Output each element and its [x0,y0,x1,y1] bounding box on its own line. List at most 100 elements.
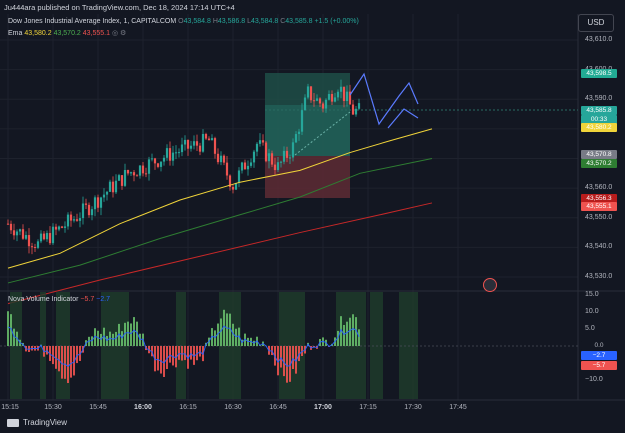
candle-body [252,151,256,163]
candle-body [261,140,265,143]
candle-body [6,223,10,225]
candle-body [63,226,67,228]
footer-brand[interactable]: TradingView [7,418,67,427]
candle-body [333,97,337,102]
ema-legend[interactable]: Ema 43,580.2 43,570.2 43,555.1 ◎ ⚙ [8,29,126,37]
volume-bar [139,333,141,346]
candle-body [228,175,232,187]
candle-body [249,162,253,166]
volume-tag: −5.7 [581,361,617,370]
close-label: C [280,18,286,25]
price-axis-label: 43,560.0 [585,184,613,192]
candle-body [12,230,16,236]
candle-body [42,233,46,240]
volume-bar [286,346,288,383]
candle-body [9,223,13,231]
currency-button[interactable]: USD [578,14,614,32]
candle-body [297,131,301,135]
price-tag: 43,570.2 [581,159,617,168]
volume-bar [214,330,216,346]
volume-bar [301,346,303,356]
ema-fast-value: 43,580.2 [24,30,52,37]
volume-bar [283,346,285,377]
candle-body [189,145,193,149]
candle-body [321,103,325,109]
volume-bar [112,333,114,346]
indicator-value-2: −2.7 [96,296,110,303]
volume-bar [58,346,60,372]
ema-mid-value: 43,570.2 [53,30,81,37]
candle-body [210,138,214,141]
candle-body [198,145,202,152]
candle-body [183,139,187,145]
indicator-legend[interactable]: Nova Volume Indicator −5.7 −2.7 [8,296,110,303]
eye-icon[interactable]: ◎ [111,30,119,37]
volume-bar [358,329,360,346]
candle-body [18,229,22,232]
candle-body [195,141,199,146]
volume-bar [355,317,357,346]
candle-body [72,219,76,221]
candle-body [279,161,283,163]
candle-body [102,194,106,198]
candle-body [222,155,226,163]
volume-bar [187,346,189,369]
candle-body [78,218,82,221]
ema-slow-line [7,202,433,305]
candle-body [258,140,262,144]
candle-body [345,91,349,102]
take-profit-zone-inner [265,105,350,156]
volume-bar [67,346,69,384]
candle-body [66,214,70,227]
candle-body [159,161,163,167]
candle-body [291,142,295,158]
us-flag-icon[interactable] [483,278,497,292]
price-tag: 43,570.8 [581,150,617,159]
candle-body [192,141,196,146]
candle-body [51,226,55,244]
volume-bar [127,321,129,346]
candle-body [348,91,352,105]
volume-bar [346,321,348,346]
candle-body [129,172,133,174]
volume-bar [103,327,105,346]
settings-icon[interactable]: ⚙ [120,30,127,37]
volume-bar [7,311,9,346]
volume-tag: −2.7 [581,351,617,360]
candle-body [285,150,289,158]
price-tag: 00:33 [581,115,617,124]
volume-bar [118,323,120,346]
volume-bar [91,336,93,346]
candle-body [342,86,346,102]
candle-body [141,165,145,174]
volume-bar [76,346,78,364]
candle-body [354,108,358,115]
ema-label: Ema [8,30,23,37]
volume-bar [157,346,159,371]
volume-band [399,292,418,399]
volume-bar [349,317,351,346]
brand-name: TradingView [23,418,68,427]
time-axis-label: 17:15 [359,404,377,411]
pattern-line [387,108,419,129]
candle-body [153,158,157,164]
candle-body [225,162,229,176]
candle-body [111,181,115,193]
volume-bar [94,328,96,346]
volume-bar [124,322,126,346]
candle-body [324,99,328,109]
volume-bar [217,323,219,346]
ema-slow-value: 43,555.1 [82,30,111,37]
volume-tag: 0.0 [581,341,617,350]
candle-body [336,91,340,98]
time-axis-label: 15:45 [89,404,107,411]
candle-body [327,94,331,100]
candle-body [306,86,310,98]
candle-body [207,138,211,141]
low-label: L [247,18,251,25]
candle-body [201,133,205,152]
candle-body [60,226,64,228]
candle-body [255,143,259,152]
symbol-legend[interactable]: Dow Jones Industrial Average Index, 1, C… [8,18,359,25]
